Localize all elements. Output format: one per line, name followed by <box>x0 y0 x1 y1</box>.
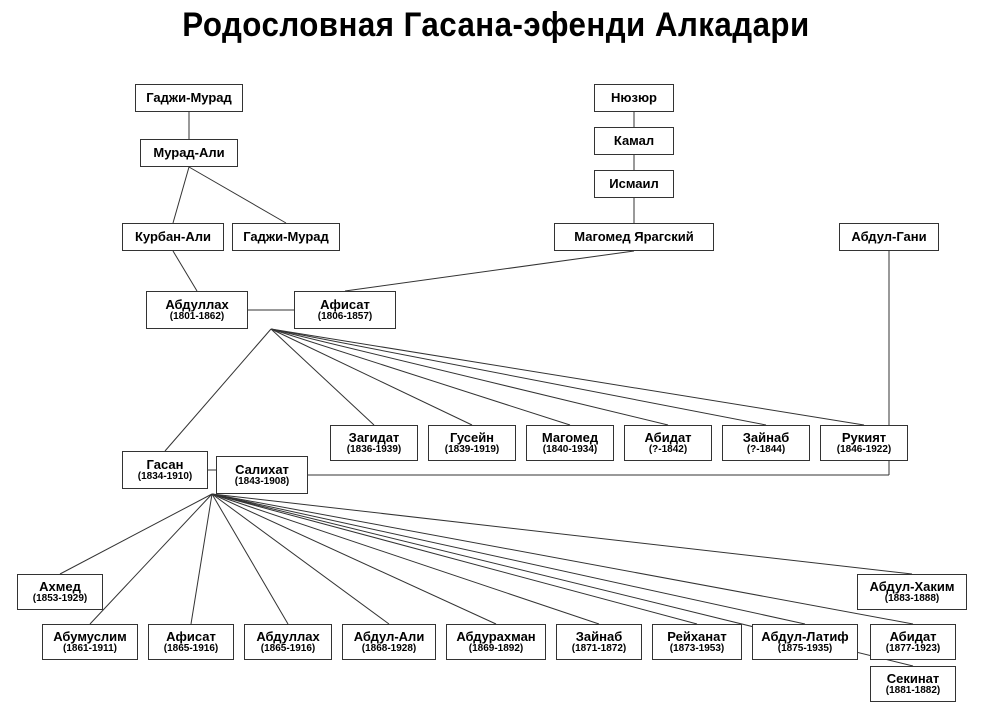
node-name: Гаджи-Мурад <box>243 230 329 244</box>
node-dates: (1869-1892) <box>469 644 523 655</box>
node-dates: (1883-1888) <box>885 594 939 605</box>
node-name: Зайнаб <box>576 630 622 644</box>
node-gadzhi_murad_1: Гаджи-Мурад <box>135 84 243 112</box>
node-dates: (1834-1910) <box>138 472 192 483</box>
node-dates: (1865-1916) <box>261 644 315 655</box>
node-dates: (1806-1857) <box>318 312 372 323</box>
node-name: Гусейн <box>450 431 494 445</box>
node-name: Абдул-Латиф <box>761 630 848 644</box>
node-name: Абдул-Гани <box>851 230 926 244</box>
node-dates: (1839-1919) <box>445 445 499 456</box>
node-name: Абумуслим <box>53 630 127 644</box>
node-dates: (1881-1882) <box>886 686 940 697</box>
node-abdullakh: Абдуллах(1801-1862) <box>146 291 248 329</box>
node-ismail: Исмаил <box>594 170 674 198</box>
node-murad_ali: Мурад-Али <box>140 139 238 167</box>
node-name: Ахмед <box>39 580 81 594</box>
node-abdul_latif: Абдул-Латиф(1875-1935) <box>752 624 858 660</box>
node-dates: (1868-1928) <box>362 644 416 655</box>
node-abdul_ali: Абдул-Али(1868-1928) <box>342 624 436 660</box>
node-dates: (1871-1872) <box>572 644 626 655</box>
node-dates: (?-1842) <box>649 445 687 456</box>
node-name: Абидат <box>644 431 691 445</box>
node-dates: (1873-1953) <box>670 644 724 655</box>
node-sekinat: Секинат(1881-1882) <box>870 666 956 702</box>
node-name: Афисат <box>320 298 370 312</box>
node-name: Загидат <box>349 431 400 445</box>
node-name: Нюзюр <box>611 91 657 105</box>
node-dates: (1865-1916) <box>164 644 218 655</box>
node-name: Рукият <box>842 431 886 445</box>
node-kurban_ali: Курбан-Али <box>122 223 224 251</box>
node-abdurakhman: Абдурахман(1869-1892) <box>446 624 546 660</box>
node-name: Зайнаб <box>743 431 789 445</box>
node-magomed_yarag: Магомед Ярагский <box>554 223 714 251</box>
node-name: Гасан <box>147 458 184 472</box>
node-afisat: Афисат(1806-1857) <box>294 291 396 329</box>
node-dates: (?-1844) <box>747 445 785 456</box>
family-tree-canvas: Родословная Гасана-эфенди Алкадари Гаджи… <box>0 0 992 709</box>
node-dates: (1840-1934) <box>543 445 597 456</box>
node-gasan: Гасан(1834-1910) <box>122 451 208 489</box>
node-salikhat: Салихат(1843-1908) <box>216 456 308 494</box>
node-name: Гаджи-Мурад <box>146 91 232 105</box>
node-abdul_gani: Абдул-Гани <box>839 223 939 251</box>
node-name: Абдуллах <box>256 630 319 644</box>
node-rukiyat: Рукият(1846-1922) <box>820 425 908 461</box>
node-dates: (1877-1923) <box>886 644 940 655</box>
diagram-title: Родословная Гасана-эфенди Алкадари <box>40 6 953 45</box>
node-afisat2: Афисат(1865-1916) <box>148 624 234 660</box>
node-nyuzyur: Нюзюр <box>594 84 674 112</box>
node-dates: (1843-1908) <box>235 477 289 488</box>
node-abidat2: Абидат(1877-1923) <box>870 624 956 660</box>
node-zaynab1: Зайнаб(?-1844) <box>722 425 810 461</box>
node-gusein: Гусейн(1839-1919) <box>428 425 516 461</box>
node-name: Абдуллах <box>165 298 228 312</box>
node-zaynab2: Зайнаб(1871-1872) <box>556 624 642 660</box>
node-name: Магомед <box>542 431 598 445</box>
node-abdullakh2: Абдуллах(1865-1916) <box>244 624 332 660</box>
node-magomed2: Магомед(1840-1934) <box>526 425 614 461</box>
node-name: Абдурахман <box>456 630 535 644</box>
node-name: Афисат <box>166 630 216 644</box>
node-name: Курбан-Али <box>135 230 211 244</box>
node-name: Абдул-Хаким <box>870 580 955 594</box>
node-name: Магомед Ярагский <box>574 230 693 244</box>
node-name: Абидат <box>889 630 936 644</box>
node-name: Камал <box>614 134 654 148</box>
node-name: Рейханат <box>667 630 726 644</box>
node-gadzhi_murad_2: Гаджи-Мурад <box>232 223 340 251</box>
node-name: Секинат <box>887 672 940 686</box>
node-name: Мурад-Али <box>153 146 224 160</box>
node-dates: (1846-1922) <box>837 445 891 456</box>
node-name: Исмаил <box>609 177 659 191</box>
node-akhmed: Ахмед(1853-1929) <box>17 574 103 610</box>
node-dates: (1836-1939) <box>347 445 401 456</box>
node-reykhanat: Рейханат(1873-1953) <box>652 624 742 660</box>
node-dates: (1861-1911) <box>63 644 117 655</box>
node-abdul_khakim: Абдул-Хаким(1883-1888) <box>857 574 967 610</box>
node-kamal: Камал <box>594 127 674 155</box>
node-dates: (1853-1929) <box>33 594 87 605</box>
node-abumuslim: Абумуслим(1861-1911) <box>42 624 138 660</box>
node-dates: (1801-1862) <box>170 312 224 323</box>
node-abidat1: Абидат(?-1842) <box>624 425 712 461</box>
node-name: Салихат <box>235 463 289 477</box>
node-zagidat: Загидат(1836-1939) <box>330 425 418 461</box>
node-name: Абдул-Али <box>354 630 425 644</box>
node-dates: (1875-1935) <box>778 644 832 655</box>
